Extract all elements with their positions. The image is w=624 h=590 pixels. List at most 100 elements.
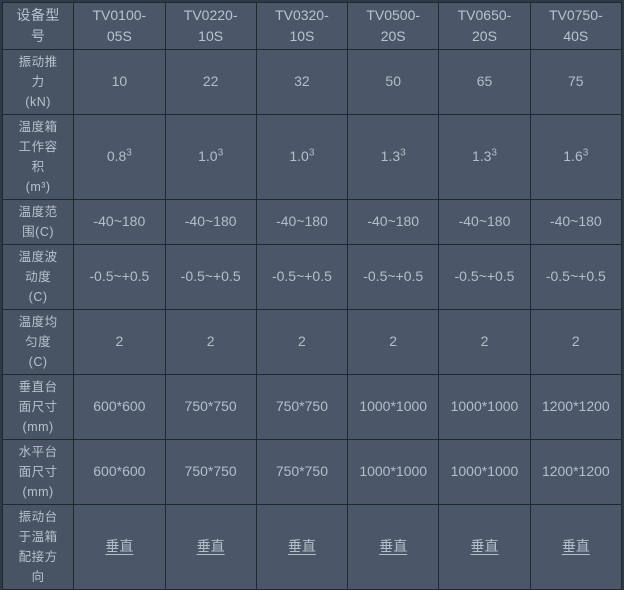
data-cell-r5-c5: 2 [438, 309, 531, 375]
label-line: 动度 [25, 270, 52, 284]
label-line: TV0100- [92, 7, 147, 23]
cell-value: 2 [115, 333, 124, 350]
data-cell-r2-c6: 1.63 [529, 114, 623, 200]
data-cell-r3-c5: -40~180 [438, 199, 531, 245]
data-cell-r8-c1: 垂直 [73, 504, 166, 590]
label-line: (mm) [22, 420, 54, 434]
cell-value: 2 [480, 333, 489, 350]
cell-value: 75 [568, 73, 584, 90]
data-cell-r1-c3: 32 [255, 49, 349, 115]
cell-value: 1000*1000 [359, 463, 428, 480]
cell-exponent: 3 [217, 147, 224, 159]
table-row: 水平台 面尺寸 (mm) 600*600 750*750 750*750 1000*1000… [1, 439, 623, 505]
data-cell-r6-c4: 1000*1000 [347, 374, 440, 440]
label-line: 围(C) [22, 225, 55, 239]
table-row: 振动推力 (kN) 10 22 32 50 65 75 [1, 49, 623, 115]
data-cell-r3-c6: -40~180 [529, 199, 623, 245]
cell-exponent: 3 [126, 147, 132, 159]
cell-value: -40~180 [367, 213, 420, 230]
cell-value: -0.5~+0.5 [454, 268, 515, 285]
label-line: 20S [472, 28, 497, 44]
cell-value: -0.5~+0.5 [89, 268, 150, 285]
data-cell-r6-c1: 600*600 [73, 374, 166, 440]
data-cell-r5-c4: 2 [347, 309, 440, 375]
data-cell-r8-c6: 垂直 [529, 504, 623, 590]
row-label-cell: 水平台面尺寸 (mm) [1, 439, 75, 505]
data-cell-r3-c4: -40~180 [347, 199, 440, 245]
cell-value: 垂直 [196, 538, 225, 555]
data-cell-r3-c3: -40~180 [255, 199, 349, 245]
row-label-cell: 振动推力 (kN) [1, 49, 75, 115]
table-row: 振动台 于温箱 配接方向 垂直 垂直 垂直 垂直 垂直 垂直 [1, 504, 623, 590]
data-cell-r8-c2: 垂直 [164, 504, 257, 590]
cell-value: 50 [385, 73, 401, 90]
cell-value: 1000*1000 [450, 463, 519, 480]
cell-value: -40~180 [549, 213, 602, 230]
row-label-cell: 温度箱 工作容积 (m³) [1, 114, 75, 200]
data-cell-r6-c2: 750*750 [164, 374, 257, 440]
label-line: TV0220- [183, 7, 238, 23]
cell-value: -40~180 [184, 213, 237, 230]
label-line: 10S [198, 28, 224, 44]
cell-exponent: 3 [491, 147, 498, 159]
cell-value: 750*750 [184, 463, 237, 480]
cell-exponent: 3 [308, 147, 315, 159]
cell-value: 垂直 [561, 538, 590, 555]
cell-value: 22 [202, 73, 219, 90]
label-line: TV0650- [457, 7, 512, 23]
row-label-cell: 振动台 于温箱 配接方向 [1, 504, 75, 590]
cell-value: 750*750 [275, 398, 328, 415]
cell-value: -0.5~+0.5 [545, 268, 606, 285]
cell-value: 垂直 [105, 538, 134, 555]
cell-value: 750*750 [184, 398, 237, 415]
table-row: 温度均 匀度 (C) 2 2 2 2 2 2 [1, 309, 623, 375]
header-model-cell-1: TV0100- 05S [73, 2, 166, 50]
data-cell-r4-c3: -0.5~+0.5 [255, 244, 349, 310]
label-line: 垂直台 [18, 380, 58, 394]
cell-value: -0.5~+0.5 [180, 268, 241, 285]
cell-value: 0.8 [106, 148, 127, 165]
data-cell-r8-c5: 垂直 [438, 504, 531, 590]
row-label-cell: 温度均 匀度 (C) [1, 309, 75, 375]
cell-value: 垂直 [379, 538, 408, 555]
data-cell-r8-c4: 垂直 [347, 504, 440, 590]
cell-value: 1000*1000 [359, 398, 428, 415]
data-cell-r7-c4: 1000*1000 [347, 439, 440, 505]
cell-value: 1.0 [198, 148, 218, 165]
header-model-cell-4: TV0500- 20S [347, 2, 440, 50]
cell-value: 10 [111, 73, 128, 90]
label-line: 温度范 [18, 205, 58, 219]
data-cell-r5-c2: 2 [164, 309, 257, 375]
cell-value: 32 [294, 73, 310, 90]
label-line: 面尺寸 [18, 400, 58, 414]
header-label-cell: 设备型号 [1, 2, 75, 50]
label-line: 水平台 [18, 445, 58, 459]
cell-value: 1.0 [289, 148, 309, 165]
label-line: 05S [106, 28, 132, 44]
header-model-cell-5: TV0650- 20S [438, 2, 531, 50]
data-cell-r2-c2: 1.03 [164, 114, 257, 200]
data-cell-r3-c1: -40~180 [73, 199, 166, 245]
data-cell-r5-c1: 2 [73, 309, 166, 375]
table-row: 温度范 围(C) -40~180 -40~180 -40~180 -40~180 -40~1… [1, 199, 623, 245]
label-line: (C) [28, 290, 48, 304]
data-cell-r6-c6: 1200*1200 [529, 374, 623, 440]
cell-value: 2 [571, 333, 580, 350]
label-line: 10S [289, 28, 315, 44]
label-line: 匀度 [25, 335, 52, 349]
cell-value: 1200*1200 [541, 398, 610, 415]
row-label-cell: 温度范围(C) [1, 199, 75, 245]
data-cell-r1-c4: 50 [347, 49, 440, 115]
label-line: (mm) [22, 485, 54, 499]
data-cell-r1-c5: 65 [438, 49, 531, 115]
cell-value: 1.6 [563, 148, 583, 165]
cell-value: 600*600 [93, 398, 146, 415]
label-line: 号 [30, 28, 46, 44]
cell-value: 600*600 [93, 463, 146, 480]
cell-value: 垂直 [287, 538, 316, 555]
label-line: 面尺寸 [18, 465, 58, 479]
label-line: 力 [31, 75, 45, 89]
label-line: 设备型 [16, 7, 60, 23]
label-line: 积 [31, 160, 45, 174]
